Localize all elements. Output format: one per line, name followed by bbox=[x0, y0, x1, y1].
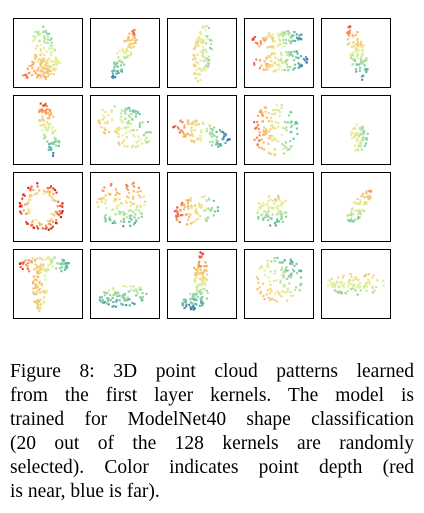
kernel-cell bbox=[321, 18, 391, 88]
caption-line: (20 out of the 128 kernels are randomly bbox=[10, 433, 414, 454]
kernel-cell bbox=[244, 172, 314, 242]
kernel-cell bbox=[321, 172, 391, 242]
point-cloud-plot bbox=[350, 123, 369, 152]
kernel-cell bbox=[90, 249, 160, 319]
point-cloud-plot bbox=[253, 103, 299, 157]
kernel-cell bbox=[244, 95, 314, 165]
point-cloud-plot bbox=[181, 251, 209, 311]
point-cloud-plot bbox=[255, 256, 303, 303]
point-cloud-plot bbox=[18, 256, 70, 312]
point-cloud-plot bbox=[172, 119, 231, 148]
kernel-cell bbox=[90, 95, 160, 165]
point-cloud-plot bbox=[173, 195, 219, 226]
kernel-cell bbox=[167, 95, 237, 165]
kernel-cell bbox=[90, 172, 160, 242]
figure-caption: Figure 8: 3D point cloud patterns learne… bbox=[10, 360, 414, 504]
point-cloud-plot bbox=[110, 28, 138, 79]
caption-line: is near, blue is far). bbox=[10, 481, 160, 502]
point-cloud-plot bbox=[98, 284, 148, 308]
kernel-cell bbox=[321, 95, 391, 165]
kernel-cell bbox=[90, 18, 160, 88]
point-cloud-plot bbox=[18, 182, 64, 231]
kernel-cell bbox=[321, 249, 391, 319]
caption-line: from the first layer kernels. The model … bbox=[10, 385, 414, 406]
kernel-cell bbox=[167, 18, 237, 88]
caption-line: trained for ModelNet40 shape classificat… bbox=[10, 409, 414, 430]
kernel-cell bbox=[167, 172, 237, 242]
point-cloud-plot bbox=[192, 24, 213, 83]
kernel-cell bbox=[244, 18, 314, 88]
kernel-cell bbox=[13, 95, 83, 165]
point-cloud-plot bbox=[345, 25, 369, 81]
point-cloud-plot bbox=[251, 30, 309, 73]
point-cloud-plot bbox=[96, 181, 147, 228]
kernel-cell bbox=[13, 172, 83, 242]
point-cloud-plot bbox=[327, 272, 385, 296]
kernel-cell bbox=[13, 18, 83, 88]
kernel-cell bbox=[244, 249, 314, 319]
point-cloud-plot bbox=[97, 105, 152, 149]
kernel-pattern-grid bbox=[13, 18, 391, 319]
kernel-cell bbox=[13, 249, 83, 319]
point-cloud-plot bbox=[37, 102, 61, 157]
caption-line: Figure 8: 3D point cloud patterns learne… bbox=[10, 361, 414, 382]
point-cloud-plot bbox=[22, 25, 62, 80]
point-cloud-plot bbox=[346, 189, 373, 223]
kernel-cell bbox=[167, 249, 237, 319]
point-cloud-plot bbox=[256, 194, 288, 227]
caption-line: selected). Color indicates point depth (… bbox=[10, 457, 414, 478]
